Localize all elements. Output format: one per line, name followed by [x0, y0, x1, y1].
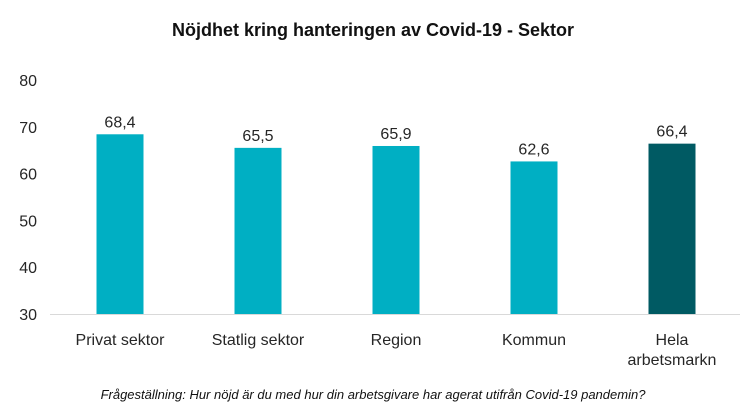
y-axis: 30 40 50 60 70 80: [19, 73, 37, 324]
value-label-4: 66,4: [656, 124, 687, 141]
bar-1: [234, 147, 282, 314]
bar-2: [372, 145, 420, 314]
value-label-2: 65,9: [380, 126, 411, 143]
y-tick-label-40: 40: [19, 260, 37, 277]
value-label-3: 62,6: [518, 141, 549, 158]
y-tick-label-30: 30: [19, 307, 37, 324]
y-tick-label-50: 50: [19, 213, 37, 230]
chart-title: Nöjdhet kring hanteringen av Covid-19 - …: [171, 20, 575, 40]
x-category-label-1: Statlig sektor: [212, 332, 305, 349]
x-category-label-0: Privat sektor: [76, 332, 166, 349]
chart-footnote: Frågeställning: Hur nöjd är du med hur d…: [100, 387, 646, 402]
bar-3: [510, 161, 558, 314]
x-category-label-2: Region: [371, 332, 422, 349]
x-axis: Privat sektor Statlig sektor Region Kommun H…: [50, 314, 740, 369]
value-label-0: 68,4: [104, 114, 135, 131]
x-category-label-3: Kommun: [502, 332, 566, 349]
x-category-label-4: Hela arbetsmarkn: [628, 332, 717, 369]
bars-group: [96, 134, 696, 314]
y-tick-label-80: 80: [19, 73, 37, 90]
value-label-1: 65,5: [242, 128, 273, 145]
bar-4: [648, 143, 696, 314]
y-tick-label-60: 60: [19, 167, 37, 184]
bar-0: [96, 134, 144, 314]
value-labels-group: 68,4 65,5 65,9 62,6 66,4: [104, 114, 687, 158]
y-tick-label-70: 70: [19, 120, 37, 137]
